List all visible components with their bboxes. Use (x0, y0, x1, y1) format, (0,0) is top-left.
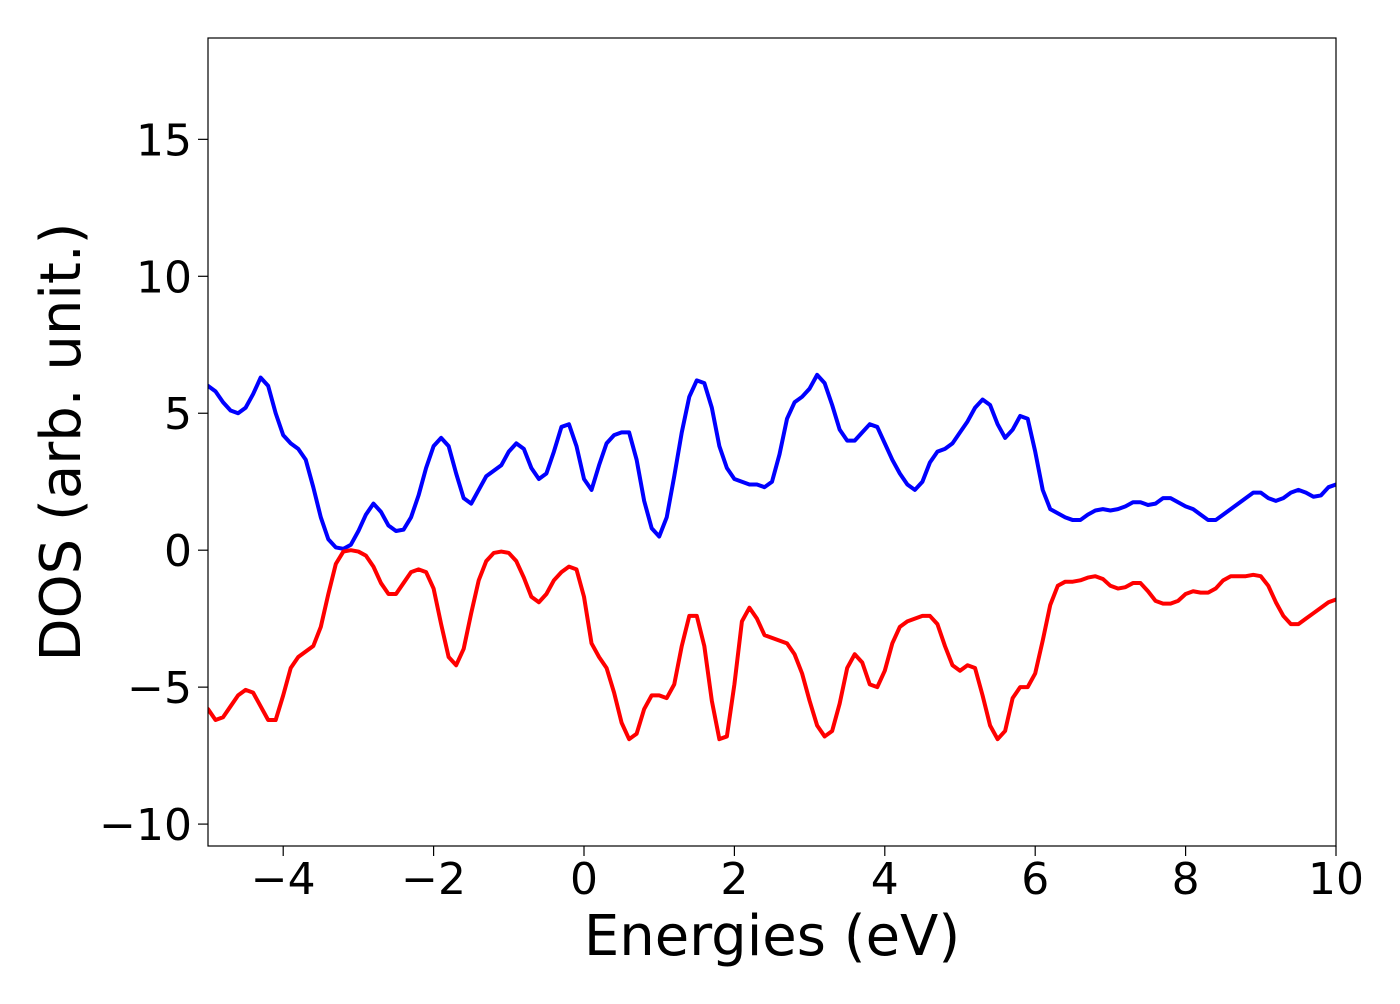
y-tick-label: 15 (136, 115, 192, 166)
plot-frame (207, 37, 1337, 847)
x-tick-label: 10 (1308, 854, 1364, 905)
x-tick-label: 4 (871, 854, 899, 905)
x-tick-label: −4 (251, 854, 316, 905)
y-tick-label: 0 (164, 526, 192, 577)
x-tick-label: 8 (1172, 854, 1200, 905)
x-tick-label: 0 (570, 854, 598, 905)
y-tick-label: −5 (127, 663, 192, 714)
data-line (208, 548, 1336, 742)
y-axis-label: DOS (arb. unit.) (29, 222, 94, 661)
y-tick-label: −10 (99, 800, 192, 851)
x-tick-label: −2 (401, 854, 466, 905)
x-tick-label: 6 (1021, 854, 1049, 905)
x-axis-label: Energies (eV) (584, 904, 960, 969)
y-tick-label: 10 (136, 252, 192, 303)
data-line (208, 372, 1336, 551)
x-tick-label: 2 (720, 854, 748, 905)
y-tick-label: 5 (164, 389, 192, 440)
